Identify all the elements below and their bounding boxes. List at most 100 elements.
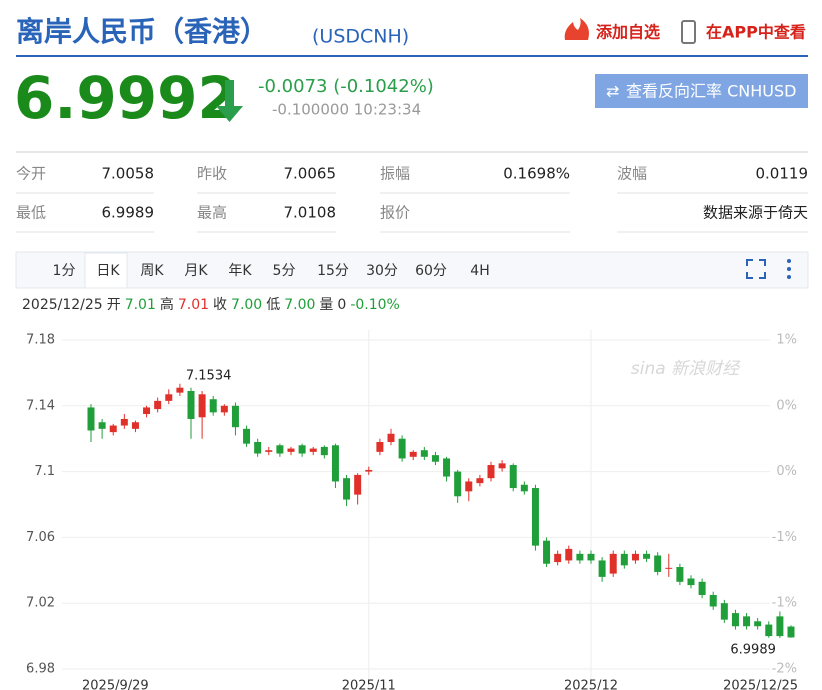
stat-label: 最低 — [16, 204, 46, 222]
y-tick-label: 7.18 — [26, 333, 55, 348]
tab[interactable]: 60分 — [415, 263, 447, 279]
candle-body — [487, 465, 495, 479]
candle-body — [131, 422, 139, 429]
candle-body — [643, 553, 651, 559]
min-label: 6.9989 — [730, 642, 776, 657]
y-tick-label: 6.98 — [26, 662, 55, 677]
info-item: 7.00 — [284, 297, 315, 313]
tab[interactable]: 日K — [96, 263, 120, 279]
tab-bar — [15, 251, 809, 289]
fire-icon — [564, 18, 589, 40]
candle-body — [387, 433, 395, 442]
candle-body — [176, 387, 184, 393]
candle-body — [420, 450, 428, 457]
info-item: 开 — [107, 297, 121, 313]
info-item: 量 — [319, 297, 333, 313]
candle-body — [231, 405, 239, 428]
tab[interactable]: 5分 — [273, 263, 296, 279]
candle-body — [187, 390, 195, 419]
stat-value: 0.0119 — [756, 165, 809, 183]
change: -0.0073 (-0.1042%) — [258, 76, 434, 97]
candle-body — [743, 616, 751, 627]
menu-icon[interactable] — [787, 259, 791, 279]
candle-body — [498, 463, 506, 469]
stat-label: 今开 — [16, 165, 46, 183]
info-item: 2025/12/25 — [22, 297, 103, 313]
swap-icon: ⇄ — [606, 82, 619, 101]
candle-body — [720, 603, 728, 620]
code: (USDCNH) — [312, 26, 409, 48]
candle-body — [587, 553, 595, 561]
stat-value: 7.0058 — [102, 165, 155, 183]
stat-value: 7.0065 — [284, 165, 337, 183]
candle-body — [676, 567, 684, 582]
phone-icon — [681, 20, 696, 44]
candle-body — [465, 481, 473, 492]
candle-body — [620, 553, 628, 566]
candle-body — [443, 458, 451, 477]
fullscreen-icon[interactable] — [746, 259, 766, 279]
candle-body — [709, 594, 717, 607]
stat-label: 最高 — [197, 204, 227, 222]
y-tick-label: 7.1 — [34, 464, 55, 479]
add-watchlist[interactable]: 添加自选 — [596, 23, 660, 42]
down-arrow — [216, 80, 243, 122]
info-item: 7.01 — [178, 297, 209, 313]
y2-tick-label: -1% — [772, 530, 797, 545]
candle-body — [476, 478, 484, 484]
candle-body — [698, 581, 706, 595]
candle-body — [531, 488, 539, 546]
candle-body — [365, 469, 373, 472]
y2-tick-label: 0% — [776, 464, 797, 479]
candle-body — [631, 553, 639, 561]
candle-body — [765, 624, 773, 637]
stat-label: 报价 — [380, 204, 410, 222]
stat-label: 振幅 — [380, 165, 410, 183]
reverse-rate-label[interactable]: 查看反向汇率 CNHUSD — [626, 82, 796, 101]
candle-body — [654, 555, 662, 572]
candle-body — [298, 445, 306, 454]
tab[interactable]: 30分 — [366, 263, 398, 279]
candle-body — [454, 471, 462, 497]
tab[interactable]: 月K — [184, 263, 208, 279]
candle-body — [354, 474, 362, 495]
candle-body — [320, 446, 328, 456]
y2-tick-label: -2% — [772, 662, 797, 677]
tab[interactable]: 1分 — [53, 263, 76, 279]
candle-body — [220, 405, 228, 413]
stat-value: 数据来源于倚天 — [703, 204, 808, 222]
stat-value: 0.1698% — [503, 165, 570, 183]
candle-body — [398, 438, 406, 459]
title: 离岸人民币（香港） — [16, 15, 268, 48]
x-tick-label: 2025/12/25 — [723, 679, 798, 690]
candle-body — [165, 394, 173, 401]
stat-label: 昨收 — [197, 165, 227, 183]
stat-label: 波幅 — [617, 165, 647, 183]
watermark: sina 新浪财经 — [631, 359, 741, 379]
tab-active — [84, 252, 128, 289]
candle-body — [143, 407, 151, 415]
info-item: 收 — [213, 297, 227, 313]
candle-body — [120, 418, 128, 426]
candle-body — [243, 428, 251, 444]
candle-body — [665, 567, 673, 569]
x-tick-label: 2025/9/29 — [82, 679, 149, 690]
x-tick-label: 2025/11 — [342, 679, 396, 690]
info-line: 2025/12/25 开 7.01 高 7.01 收 7.00 低 7.00 量 0 -0.10% — [22, 296, 400, 313]
tab[interactable]: 年K — [228, 263, 252, 279]
reverse-rate-button[interactable] — [595, 74, 808, 108]
open-app[interactable]: 在APP中查看 — [706, 23, 806, 42]
update-time: -0.100000 10:23:34 — [272, 101, 421, 119]
candle-body — [520, 484, 528, 492]
candle-body — [287, 448, 295, 452]
candle-body — [509, 465, 517, 489]
tab[interactable]: 周K — [140, 263, 164, 279]
candle-body — [109, 425, 117, 433]
tab[interactable]: 15分 — [317, 263, 349, 279]
info-item: 0 — [337, 297, 346, 313]
candle-body — [209, 399, 217, 413]
tab[interactable]: 4H — [470, 263, 489, 279]
stats: 今开 7.0058 昨收 7.0065 振幅 0.1698% 波幅 0.0119 最低 6.998… — [16, 165, 808, 233]
candle-body — [198, 394, 206, 418]
